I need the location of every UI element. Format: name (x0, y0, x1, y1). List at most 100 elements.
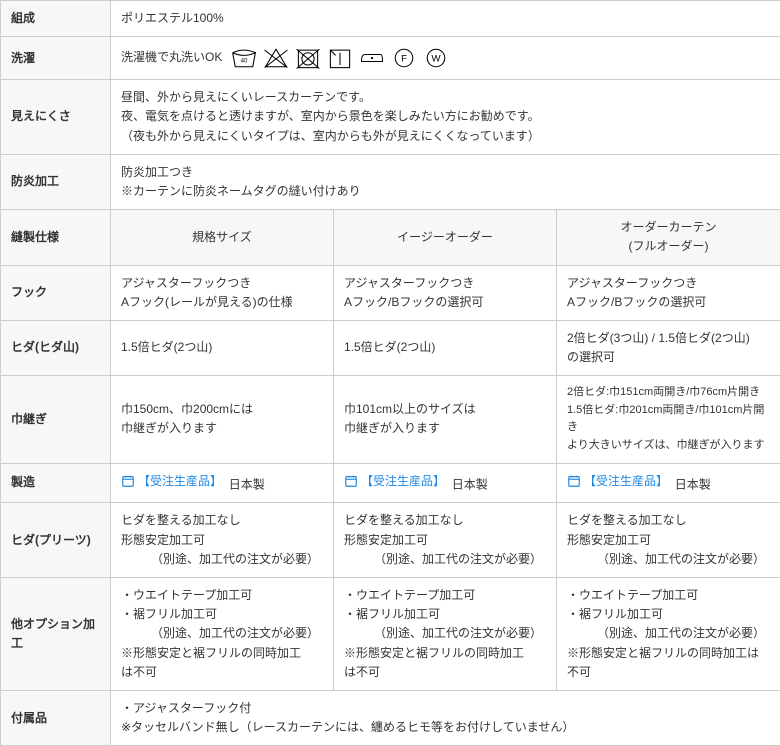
row-visibility: 見えにくさ 昼間、外から見えにくいレースカーテンです。 夜、電気を点けると透けま… (1, 80, 780, 155)
pleats-l2: 形態安定加工可 (567, 533, 651, 547)
joint-c1-l1: 巾150cm、巾200cmには (121, 402, 253, 416)
pleats-l1: ヒダを整える加工なし (344, 513, 464, 527)
row-accessories: 付属品 ・アジャスターフック付 ※タッセルバンド無し（レースカーテンには、纏める… (1, 690, 780, 745)
label-washing: 洗濯 (1, 37, 111, 80)
hida-c3: 2倍ヒダ(3つ山) / 1.5倍ヒダ(2つ山)の選択可 (557, 320, 780, 375)
options-l3: （別途、加工代の注文が必要） (344, 624, 546, 643)
sewing-col1: 規格サイズ (111, 210, 334, 265)
country-text: 日本製 (675, 477, 711, 491)
country-text: 日本製 (452, 477, 488, 491)
label-accessories: 付属品 (1, 690, 111, 745)
visibility-l3: （夜も外から見えにくいタイプは、室内からも外が見えにくくなっています） (121, 129, 540, 143)
options-l4a: ※形態安定と裾フリルの同時加工 (344, 646, 524, 660)
options-l1: ・ウエイトテープ加工可 (121, 588, 252, 602)
row-hook: フック アジャスターフックつきAフック(レールが見える)の仕様 アジャスターフッ… (1, 265, 780, 320)
wash-icon-group: 40 F W (230, 45, 450, 71)
value-washing: 洗濯機で丸洗いOK 40 F W (111, 37, 780, 80)
wetclean-w-icon: W (422, 45, 450, 71)
options-c2: ・ウエイトテープ加工可 ・裾フリル加工可 （別途、加工代の注文が必要） ※形態安… (334, 577, 557, 690)
fireproof-l2: ※カーテンに防炎ネームタグの縫い付けあり (121, 184, 361, 198)
label-composition: 組成 (1, 1, 111, 37)
row-fireproof: 防炎加工 防炎加工つき ※カーテンに防炎ネームタグの縫い付けあり (1, 154, 780, 209)
label-manufacture: 製造 (1, 463, 111, 503)
options-l4b: は不可 (344, 665, 380, 679)
calendar-icon (567, 474, 581, 488)
joint-c3: 2倍ヒダ:巾151cm両開き/巾76cm片開き1.5倍ヒダ:巾201cm両開き/… (557, 376, 780, 463)
calendar-icon (121, 474, 135, 488)
joint-c2-l2: 巾継ぎが入ります (344, 421, 440, 435)
manufacture-c2: 【受注生産品】 日本製 (334, 463, 557, 503)
sewing-col3: オーダーカーテン (フルオーダー) (557, 210, 780, 265)
hook-c3-l2: Aフック/Bフックの選択可 (567, 295, 706, 309)
order-badge: 【受注生産品】 (567, 472, 668, 491)
options-l3: （別途、加工代の注文が必要） (121, 624, 323, 643)
sewing-col2: イージーオーダー (334, 210, 557, 265)
accessories-l2: ※タッセルバンド無し（レースカーテンには、纏めるヒモ等をお付けしていません） (121, 720, 574, 734)
label-joint: 巾継ぎ (1, 376, 111, 463)
hook-c3: アジャスターフックつき Aフック/Bフックの選択可 (557, 265, 780, 320)
options-l1: ・ウエイトテープ加工可 (567, 588, 698, 602)
wash-machine-icon: 40 (230, 45, 258, 71)
country-text: 日本製 (229, 477, 265, 491)
hook-c1: アジャスターフックつきAフック(レールが見える)の仕様 (111, 265, 334, 320)
dryclean-f-icon: F (390, 45, 418, 71)
pleats-l2: 形態安定加工可 (121, 533, 205, 547)
options-l4a: ※形態安定と裾フリルの同時加工 (121, 646, 301, 660)
value-visibility: 昼間、外から見えにくいレースカーテンです。 夜、電気を点けると透けますが、室内か… (111, 80, 780, 155)
row-manufacture: 製造 【受注生産品】 日本製 【受注生産品】 日本製 【受注生産品】 (1, 463, 780, 503)
row-pleats: ヒダ(プリーツ) ヒダを整える加工なし形態安定加工可（別途、加工代の注文が必要）… (1, 503, 780, 578)
svg-text:W: W (431, 54, 441, 65)
order-badge: 【受注生産品】 (344, 472, 445, 491)
row-hida: ヒダ(ヒダ山) 1.5倍ヒダ(2つ山) 1.5倍ヒダ(2つ山) 2倍ヒダ(3つ山… (1, 320, 780, 375)
pleats-l3: （別途、加工代の注文が必要） (344, 550, 546, 569)
spec-table: 組成 ポリエステル100% 洗濯 洗濯機で丸洗いOK 40 F W 見えにくさ (0, 0, 780, 746)
dry-shade-icon (326, 45, 354, 71)
row-joint: 巾継ぎ 巾150cm、巾200cmには巾継ぎが入ります 巾101cm以上のサイズ… (1, 376, 780, 463)
row-options: 他オプション加工 ・ウエイトテープ加工可 ・裾フリル加工可 （別途、加工代の注文… (1, 577, 780, 690)
hida-c1: 1.5倍ヒダ(2つ山) (111, 320, 334, 375)
joint-c2-l1: 巾101cm以上のサイズは (344, 402, 476, 416)
options-l2: ・裾フリル加工可 (121, 607, 217, 621)
hook-c2: アジャスターフックつきAフック/Bフックの選択可 (334, 265, 557, 320)
visibility-l1: 昼間、外から見えにくいレースカーテンです。 (121, 90, 371, 104)
row-composition: 組成 ポリエステル100% (1, 1, 780, 37)
pleats-l3: （別途、加工代の注文が必要） (567, 550, 770, 569)
hook-c1-l2: Aフック(レールが見える)の仕様 (121, 295, 293, 309)
sewing-col3-l1: オーダーカーテン (620, 220, 716, 234)
value-accessories: ・アジャスターフック付 ※タッセルバンド無し（レースカーテンには、纏めるヒモ等を… (111, 690, 780, 745)
hook-c2-l1: アジャスターフックつき (344, 276, 474, 290)
row-washing: 洗濯 洗濯機で丸洗いOK 40 F W (1, 37, 780, 80)
washing-text: 洗濯機で丸洗いOK (121, 50, 222, 64)
hook-c3-l1: アジャスターフックつき (567, 276, 697, 290)
hida-c3-l2: の選択可 (567, 350, 615, 364)
value-composition: ポリエステル100% (111, 1, 780, 37)
row-sewing-header: 縫製仕様 規格サイズ イージーオーダー オーダーカーテン (フルオーダー) (1, 210, 780, 265)
label-pleats: ヒダ(プリーツ) (1, 503, 111, 578)
iron-low-icon (358, 45, 386, 71)
svg-text:40: 40 (240, 58, 247, 65)
hida-c2: 1.5倍ヒダ(2つ山) (334, 320, 557, 375)
options-c1: ・ウエイトテープ加工可 ・裾フリル加工可 （別途、加工代の注文が必要） ※形態安… (111, 577, 334, 690)
no-bleach-icon (262, 45, 290, 71)
pleats-c1: ヒダを整える加工なし形態安定加工可（別途、加工代の注文が必要） (111, 503, 334, 578)
visibility-l2: 夜、電気を点けると透けますが、室内から景色を楽しみたい方にお勧めです。 (121, 109, 540, 123)
pleats-l2: 形態安定加工可 (344, 533, 428, 547)
joint-c2: 巾101cm以上のサイズは巾継ぎが入ります (334, 376, 557, 463)
options-l4b: は不可 (121, 665, 157, 679)
options-l2: ・裾フリル加工可 (344, 607, 440, 621)
joint-c3-l1: 2倍ヒダ:巾151cm両開き/巾76cm片開き (567, 386, 760, 398)
label-visibility: 見えにくさ (1, 80, 111, 155)
calendar-icon (344, 474, 358, 488)
pleats-l1: ヒダを整える加工なし (121, 513, 241, 527)
options-l4: ※形態安定と裾フリルの同時加工は不可 (567, 646, 759, 679)
pleats-c2: ヒダを整える加工なし形態安定加工可 （別途、加工代の注文が必要） (334, 503, 557, 578)
accessories-l1: ・アジャスターフック付 (121, 701, 251, 715)
sewing-col3-l2: (フルオーダー) (629, 239, 709, 253)
label-options: 他オプション加工 (1, 577, 111, 690)
manufacture-c3: 【受注生産品】 日本製 (557, 463, 780, 503)
order-badge-text: 【受注生産品】 (584, 472, 668, 491)
svg-text:F: F (401, 54, 407, 65)
no-tumble-icon (294, 45, 322, 71)
label-fireproof: 防炎加工 (1, 154, 111, 209)
options-l3: （別途、加工代の注文が必要） (567, 624, 770, 643)
